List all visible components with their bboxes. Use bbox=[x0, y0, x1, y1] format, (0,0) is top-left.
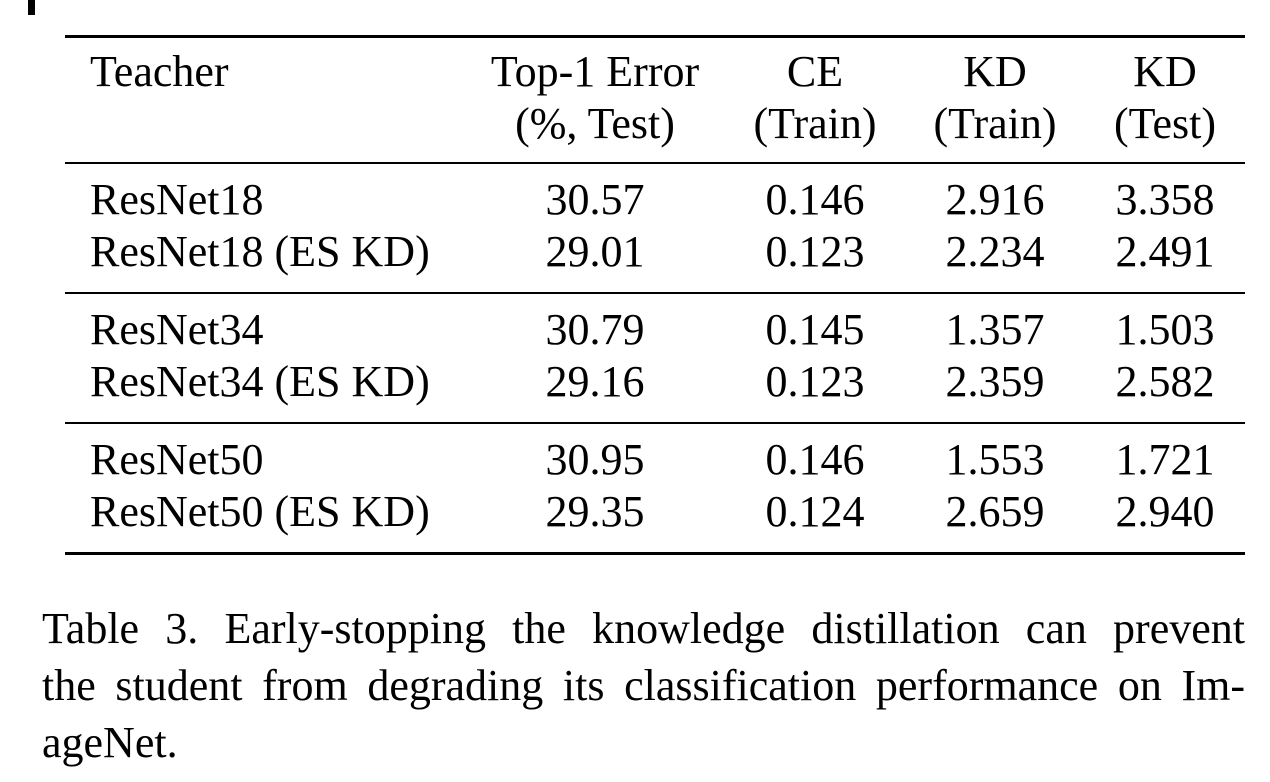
table-caption: Table 3. Early-stopping the knowledge di… bbox=[42, 600, 1245, 771]
cell-top1-error: 30.57 bbox=[545, 175, 645, 224]
cell-kd-train: 2.659 bbox=[945, 487, 1045, 536]
cell-kd-train: 1.357 bbox=[945, 305, 1045, 354]
table-row: ResNet34 30.79 0.145 1.357 1.503 bbox=[65, 293, 1245, 356]
cell-kd-train: 2.234 bbox=[945, 227, 1045, 276]
col-header-ce-train-line1: CE bbox=[786, 47, 844, 96]
col-header-kd-test-line1: KD bbox=[1133, 47, 1197, 96]
caption-line-3: ageNet. bbox=[42, 718, 178, 767]
cell-ce-train: 0.145 bbox=[765, 305, 865, 354]
table-row: ResNet50 (ES KD) 29.35 0.124 2.659 2.940 bbox=[65, 486, 1245, 554]
col-header-top1-error-line2: (%, Test) bbox=[515, 99, 675, 148]
cell-top1-error: 30.95 bbox=[545, 435, 645, 484]
cell-ce-train: 0.123 bbox=[765, 227, 865, 276]
col-header-kd-train-line1: KD bbox=[963, 47, 1027, 96]
table-row: ResNet34 (ES KD) 29.16 0.123 2.359 2.582 bbox=[65, 356, 1245, 423]
crop-artifact-mark bbox=[28, 0, 35, 15]
cell-teacher: ResNet18 (ES KD) bbox=[90, 227, 430, 276]
table-group-resnet34: ResNet34 30.79 0.145 1.357 1.503 ResNet3… bbox=[65, 293, 1245, 423]
col-header-top1-error-line1: Top-1 Error bbox=[490, 47, 700, 96]
cell-top1-error: 29.35 bbox=[545, 487, 645, 536]
col-header-kd-test-line2: (Test) bbox=[1114, 99, 1216, 148]
cell-top1-error: 29.16 bbox=[545, 357, 645, 406]
cell-teacher: ResNet50 bbox=[90, 435, 264, 484]
cell-teacher: ResNet18 bbox=[90, 175, 264, 224]
col-header-kd-test: KD (Test) bbox=[1085, 37, 1245, 164]
header-row: Teacher Top-1 Error (%, Test) CE (Train)… bbox=[65, 37, 1245, 164]
table-row: ResNet18 (ES KD) 29.01 0.123 2.234 2.491 bbox=[65, 226, 1245, 293]
caption-line-2: the student from degrading its classific… bbox=[42, 661, 1245, 710]
cell-kd-test: 1.503 bbox=[1115, 305, 1215, 354]
table-row: ResNet18 30.57 0.146 2.916 3.358 bbox=[65, 163, 1245, 226]
cell-kd-test: 2.491 bbox=[1115, 227, 1215, 276]
col-header-teacher-label: Teacher bbox=[90, 47, 229, 96]
col-header-ce-train-line2: (Train) bbox=[753, 99, 877, 148]
table-header: Teacher Top-1 Error (%, Test) CE (Train)… bbox=[65, 37, 1245, 164]
cell-ce-train: 0.123 bbox=[765, 357, 865, 406]
cell-kd-test: 2.940 bbox=[1115, 487, 1215, 536]
cell-top1-error: 30.79 bbox=[545, 305, 645, 354]
results-table: Teacher Top-1 Error (%, Test) CE (Train)… bbox=[65, 35, 1245, 555]
caption-line-1: Table 3. Early-stopping the knowledge di… bbox=[42, 604, 1245, 653]
col-header-kd-train-line2: (Train) bbox=[933, 99, 1057, 148]
cell-teacher: ResNet34 (ES KD) bbox=[90, 357, 430, 406]
col-header-teacher: Teacher bbox=[65, 37, 465, 164]
table-group-resnet18: ResNet18 30.57 0.146 2.916 3.358 ResNet1… bbox=[65, 163, 1245, 293]
cell-kd-train: 2.916 bbox=[945, 175, 1045, 224]
cell-kd-test: 2.582 bbox=[1115, 357, 1215, 406]
col-header-kd-train: KD (Train) bbox=[905, 37, 1085, 164]
cell-ce-train: 0.146 bbox=[765, 175, 865, 224]
cell-top1-error: 29.01 bbox=[545, 227, 645, 276]
table-group-resnet50: ResNet50 30.95 0.146 1.553 1.721 ResNet5… bbox=[65, 423, 1245, 554]
cell-kd-test: 1.721 bbox=[1115, 435, 1215, 484]
cell-kd-train: 2.359 bbox=[945, 357, 1045, 406]
cell-kd-train: 1.553 bbox=[945, 435, 1045, 484]
cell-ce-train: 0.146 bbox=[765, 435, 865, 484]
col-header-top1-error: Top-1 Error (%, Test) bbox=[465, 37, 725, 164]
cell-kd-test: 3.358 bbox=[1115, 175, 1215, 224]
col-header-ce-train: CE (Train) bbox=[725, 37, 905, 164]
cell-teacher: ResNet34 bbox=[90, 305, 264, 354]
cell-ce-train: 0.124 bbox=[765, 487, 865, 536]
table-row: ResNet50 30.95 0.146 1.553 1.721 bbox=[65, 423, 1245, 486]
cell-teacher: ResNet50 (ES KD) bbox=[90, 487, 430, 536]
